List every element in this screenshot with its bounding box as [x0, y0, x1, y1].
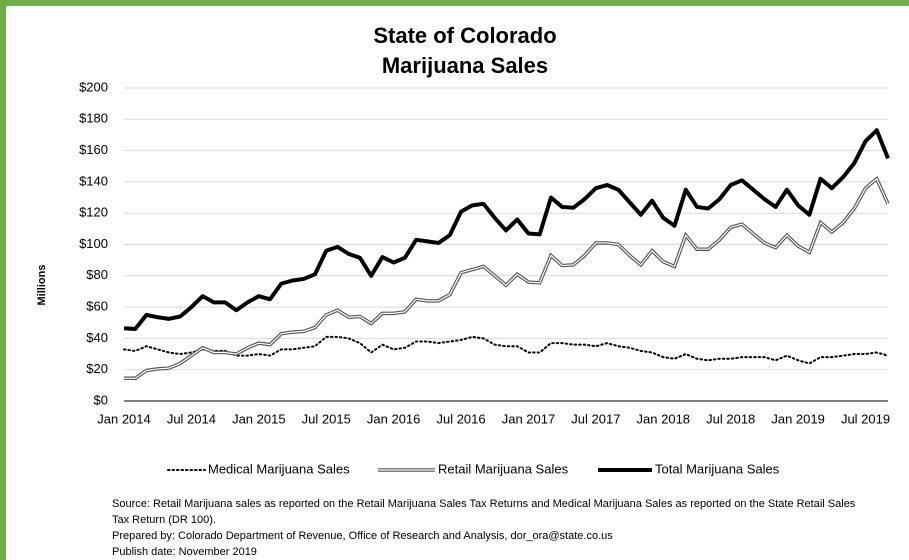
x-tick-label: Jan 2016	[367, 411, 421, 426]
data-line-inner	[124, 177, 889, 379]
x-tick-label: Jan 2015	[232, 411, 286, 426]
y-tick-label: $100	[79, 236, 108, 251]
footnote: Source: Retail Marijuana sales as report…	[112, 498, 856, 510]
y-tick-label: $40	[86, 330, 108, 345]
x-tick-label: Jul 2019	[841, 411, 890, 426]
chart-title: State of Colorado	[373, 23, 556, 48]
legend-label: Medical Marijuana Sales	[208, 461, 350, 476]
x-tick-label: Jan 2017	[502, 411, 556, 426]
data-line	[123, 335, 889, 365]
x-tick-label: Jul 2015	[302, 411, 351, 426]
y-tick-label: $200	[79, 79, 108, 94]
x-tick-label: Jan 2014	[97, 411, 151, 426]
y-tick-label: $60	[86, 299, 108, 314]
y-tick-label: $80	[86, 267, 108, 282]
y-tick-label: $120	[79, 205, 108, 220]
x-tick-label: Jan 2018	[637, 411, 691, 426]
y-tick-label: $140	[79, 173, 108, 188]
data-line	[123, 128, 890, 332]
y-axis-label: Millions	[36, 265, 48, 306]
chart-title: Marijuana Sales	[382, 53, 548, 78]
y-tick-label: $0	[94, 392, 108, 407]
y-tick-label: $160	[79, 142, 108, 157]
footnote: Prepared by: Colorado Department of Reve…	[112, 530, 613, 542]
y-tick-label: $180	[79, 111, 108, 126]
x-tick-label: Jul 2018	[706, 411, 755, 426]
legend-label: Total Marijuana Sales	[655, 461, 780, 476]
footnote: Tax Return (DR 100).	[112, 514, 216, 526]
x-tick-label: Jul 2017	[571, 411, 620, 426]
legend-label: Retail Marijuana Sales	[438, 461, 569, 476]
x-tick-label: Jul 2016	[436, 411, 485, 426]
footnote: Publish date: November 2019	[112, 546, 257, 558]
x-tick-label: Jan 2019	[771, 411, 825, 426]
y-tick-label: $20	[86, 361, 108, 376]
x-tick-label: Jul 2014	[167, 411, 216, 426]
